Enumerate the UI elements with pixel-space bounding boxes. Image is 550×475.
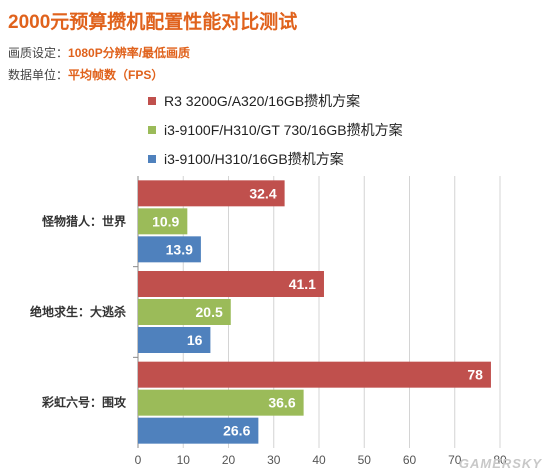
data-label: 36.6: [268, 395, 295, 411]
data-label: 10.9: [152, 213, 179, 229]
data-label: 16: [187, 332, 203, 348]
category-label: 彩虹六号：围攻: [41, 395, 127, 410]
data-label: 13.9: [166, 241, 193, 257]
x-tick-label: 70: [448, 453, 462, 467]
legend-swatch-series-1: [148, 96, 156, 105]
data-label: 26.6: [223, 423, 250, 439]
bar: [138, 208, 188, 235]
legend-item-series-3: i3-9100/H310/16GB攒机方案: [148, 144, 403, 173]
data-label: 32.4: [249, 185, 276, 201]
x-tick-label: 30: [267, 453, 281, 467]
category-label: 怪物猎人：世界: [41, 213, 126, 228]
quality-setting: 画质设定：1080P分辨率/最低画质: [8, 44, 190, 61]
x-tick-label: 10: [177, 453, 191, 467]
data-unit-key: 数据单位：: [8, 68, 69, 82]
bar: [138, 236, 201, 263]
watermark: GAMERSKY: [458, 456, 542, 471]
bar: [138, 389, 304, 416]
legend-label-series-1: R3 3200G/A320/16GB攒机方案: [164, 92, 361, 109]
x-tick-label: 60: [403, 453, 417, 467]
data-label: 20.5: [196, 304, 223, 320]
legend: R3 3200G/A320/16GB攒机方案 i3-9100F/H310/GT …: [148, 86, 403, 173]
x-tick-label: 80: [493, 453, 507, 467]
legend-label-series-2: i3-9100F/H310/GT 730/16GB攒机方案: [164, 121, 403, 138]
chart-title: 2000元预算攒机配置性能对比测试: [8, 12, 298, 33]
bar: [138, 327, 211, 353]
x-tick-label: 50: [358, 453, 372, 467]
x-tick-label: 0: [135, 453, 142, 467]
quality-setting-key: 画质设定：: [8, 46, 69, 60]
legend-item-series-1: R3 3200G/A320/16GB攒机方案: [148, 86, 403, 115]
bar: [138, 299, 231, 325]
bar: [138, 180, 285, 207]
data-unit-value: 平均帧数（FPS）: [68, 68, 164, 82]
x-tick-label: 40: [312, 453, 326, 467]
data-unit: 数据单位：平均帧数（FPS）: [8, 66, 163, 83]
bar: [138, 361, 491, 388]
legend-swatch-series-3: [148, 154, 156, 163]
bar: [138, 271, 324, 297]
data-label: 78: [467, 367, 483, 383]
x-tick-label: 20: [222, 453, 236, 467]
category-label: 绝地求生：大逃杀: [30, 304, 126, 319]
quality-setting-value: 1080P分辨率/最低画质: [68, 46, 191, 60]
legend-swatch-series-2: [148, 125, 156, 134]
data-label: 41.1: [289, 276, 316, 292]
legend-item-series-2: i3-9100F/H310/GT 730/16GB攒机方案: [148, 115, 403, 144]
legend-label-series-3: i3-9100/H310/16GB攒机方案: [164, 150, 344, 167]
bar: [138, 417, 259, 444]
